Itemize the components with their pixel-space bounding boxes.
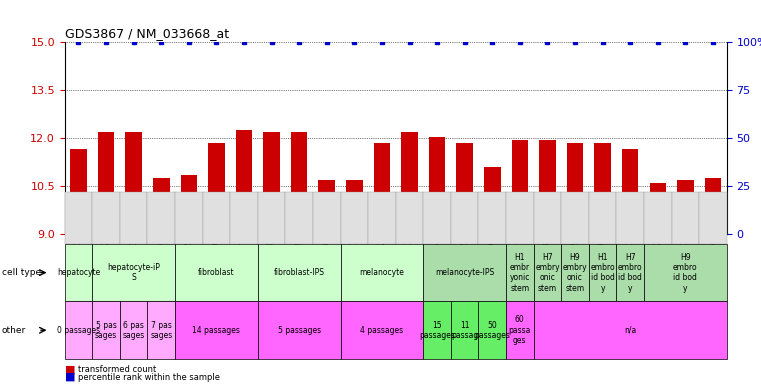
Bar [511,140,528,234]
Text: cell type: cell type [2,268,40,277]
Bar [153,178,170,234]
Text: other: other [2,326,26,335]
Text: ■: ■ [65,372,75,382]
Bar [291,132,307,234]
Text: fibroblast: fibroblast [198,268,234,277]
Text: 5 pas
sages: 5 pas sages [95,321,117,340]
Bar [374,143,390,234]
Bar [263,132,280,234]
Text: GDS3867 / NM_033668_at: GDS3867 / NM_033668_at [65,26,229,40]
Bar [539,140,556,234]
Bar [209,143,224,234]
Bar [429,137,445,234]
Bar [126,132,142,234]
Bar [567,143,584,234]
Bar [97,132,114,234]
Bar [677,180,694,234]
Text: 0 passages: 0 passages [57,326,100,335]
Bar [236,130,252,234]
Text: 14 passages: 14 passages [193,326,240,335]
Bar [318,180,335,234]
Bar [346,180,362,234]
Bar [401,132,418,234]
Text: 60
passa
ges: 60 passa ges [508,315,531,345]
Text: 15
passages: 15 passages [419,321,455,340]
Text: 6 pas
sages: 6 pas sages [123,321,145,340]
Bar [180,175,197,234]
Text: H1
embro
id bod
y: H1 embro id bod y [591,253,615,293]
Text: fibroblast-IPS: fibroblast-IPS [274,268,325,277]
Text: percentile rank within the sample: percentile rank within the sample [78,373,221,382]
Text: H7
embro
id bod
y: H7 embro id bod y [618,253,642,293]
Bar [457,143,473,234]
Bar [705,178,721,234]
Text: n/a: n/a [624,326,636,335]
Text: H1
embr
yonic
stem: H1 embr yonic stem [510,253,530,293]
Text: ■: ■ [65,364,75,374]
Text: melanocyte-IPS: melanocyte-IPS [435,268,495,277]
Text: H9
embro
id bod
y: H9 embro id bod y [673,253,698,293]
Text: H9
embry
onic
stem: H9 embry onic stem [562,253,587,293]
Bar [484,167,501,234]
Text: 4 passages: 4 passages [361,326,403,335]
Text: H7
embry
onic
stem: H7 embry onic stem [535,253,560,293]
Text: transformed count: transformed count [78,366,157,374]
Bar [594,143,611,234]
Text: 5 passages: 5 passages [278,326,320,335]
Text: hepatocyte: hepatocyte [57,268,100,277]
Text: hepatocyte-iP
S: hepatocyte-iP S [107,263,160,282]
Text: 7 pas
sages: 7 pas sages [150,321,172,340]
Text: 50
passages: 50 passages [474,321,510,340]
Bar [70,149,87,234]
Bar [649,183,666,234]
Text: melanocyte: melanocyte [359,268,404,277]
Text: 11
passag: 11 passag [451,321,479,340]
Bar [622,149,638,234]
